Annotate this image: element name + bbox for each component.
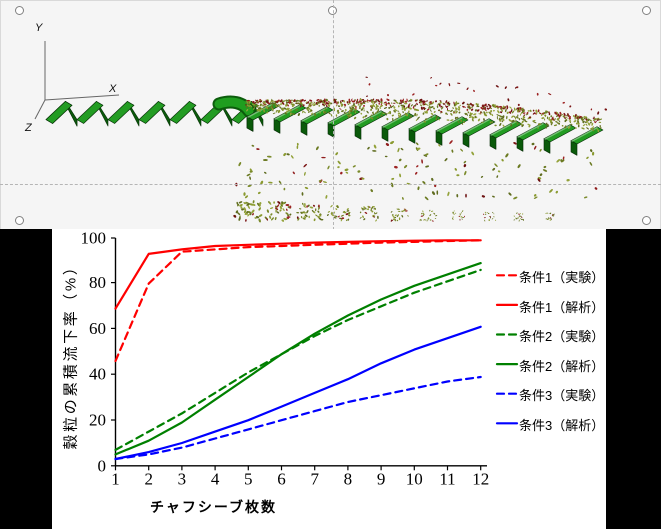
svg-text:Y: Y (35, 22, 43, 34)
svg-text:9: 9 (377, 470, 386, 489)
svg-text:2: 2 (144, 470, 153, 489)
svg-text:10: 10 (406, 470, 423, 489)
svg-text:100: 100 (81, 229, 107, 248)
svg-text:40: 40 (89, 365, 106, 384)
svg-text:12: 12 (472, 470, 489, 489)
svg-text:3: 3 (178, 470, 187, 489)
svg-text:6: 6 (277, 470, 286, 489)
svg-text:8: 8 (344, 470, 353, 489)
svg-text:80: 80 (89, 273, 106, 292)
svg-text:7: 7 (310, 470, 319, 489)
svg-text:1: 1 (111, 470, 120, 489)
svg-text:Z: Z (24, 122, 33, 134)
svg-text:0: 0 (98, 456, 107, 475)
svg-text:11: 11 (439, 470, 455, 489)
svg-text:60: 60 (89, 319, 106, 338)
svg-text:20: 20 (89, 411, 106, 430)
svg-text:X: X (108, 83, 117, 95)
svg-text:5: 5 (244, 470, 253, 489)
svg-text:4: 4 (211, 470, 220, 489)
